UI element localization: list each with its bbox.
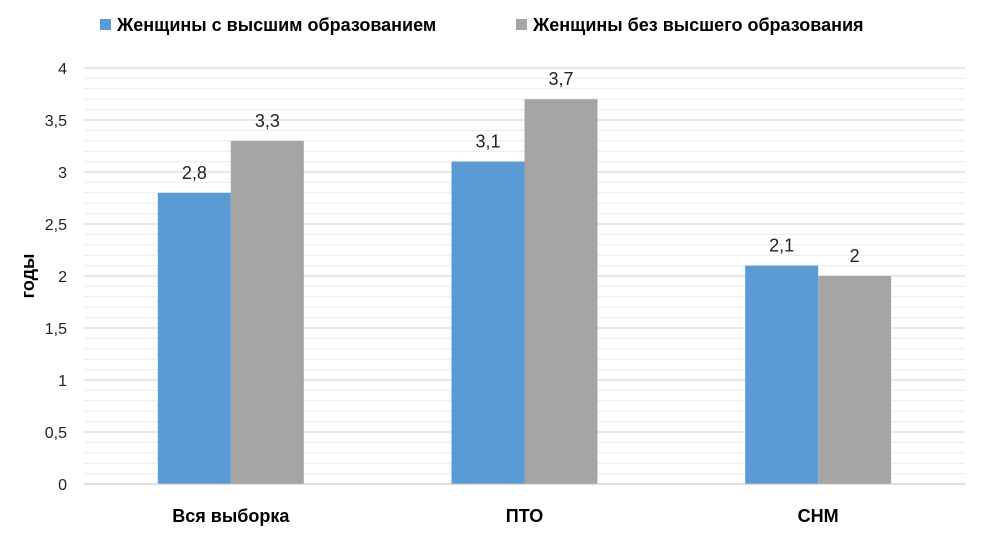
data-labels: 2,8 3,3 3,1 3,7 2,1 2 [182,69,860,266]
y-tick-label: 0 [58,477,67,494]
legend-label: Женщины без высшего образования [532,15,864,35]
x-category-label: СНМ [798,506,839,526]
bar [157,192,231,485]
x-category-label: ПТО [506,506,544,526]
bar [230,140,304,485]
bar [524,99,598,484]
y-tick-label: 0,5 [45,425,67,442]
y-tick-label: 4 [58,61,67,78]
y-tick-label: 2 [58,269,67,286]
data-label: 3,1 [475,132,500,152]
y-tick-label: 3,5 [45,113,67,130]
bar [451,161,525,484]
y-tick-label: 1 [58,373,67,390]
data-label: 2,1 [769,236,794,256]
legend-swatch [516,19,527,30]
data-label: 3,7 [548,69,573,89]
x-category-label: Вся выборка [172,506,290,526]
axes: 0 0,5 1 1,5 2 2,5 3 3,5 4 Вся выборка ПТО СНМ [45,61,965,526]
legend-label: Женщины с высшим образованием [116,15,436,35]
legend: Женщины с высшим образованием Женщины без… [100,15,864,35]
data-label: 3,3 [255,111,280,131]
bar [745,265,819,484]
y-tick-label: 1,5 [45,321,67,338]
y-tick-label: 3 [58,165,67,182]
y-axis-label: годы [18,254,38,299]
data-label: 2,8 [182,163,207,183]
bars [157,99,892,485]
bar [818,276,892,484]
legend-swatch [100,19,111,30]
y-tick-label: 2,5 [45,217,67,234]
data-label: 2 [850,246,860,266]
